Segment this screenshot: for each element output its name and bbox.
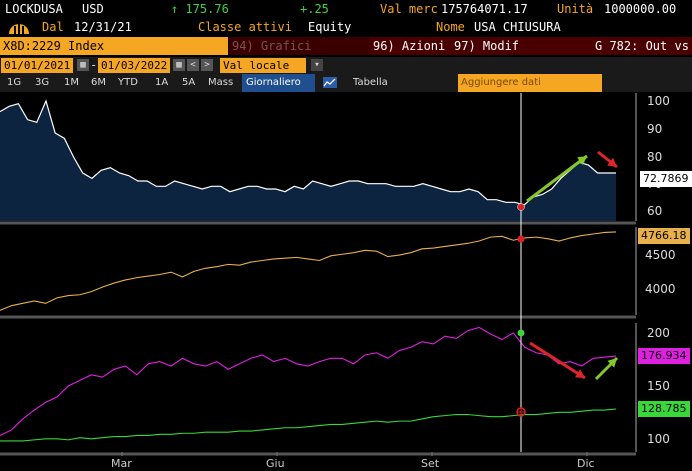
crosshair-marker <box>517 203 525 211</box>
timeframe-6m[interactable]: 6M <box>91 77 106 88</box>
line-chart-icon[interactable] <box>323 77 337 88</box>
calendar-icon[interactable]: ▦ <box>77 59 89 71</box>
timeframe-1a[interactable]: 1A <box>155 77 169 88</box>
date-label: Dal <box>42 20 64 34</box>
mkt-val-label: Val merc <box>380 2 438 16</box>
asset-class-label: Classe attivi <box>198 20 292 34</box>
last-value-tag: 72.7869 <box>640 171 692 187</box>
date-dash: - <box>90 58 98 72</box>
mid-series-line <box>0 231 617 311</box>
chevron-down-icon[interactable]: ▾ <box>311 59 323 71</box>
timeframe-ytd[interactable]: YTD <box>118 77 138 88</box>
header-row-1: LOCKDUSA USD ↑ 175.76 +.25 Val merc 1757… <box>0 0 692 18</box>
x-label: Set <box>421 457 440 470</box>
x-label: Dic <box>577 457 595 470</box>
table-button[interactable]: Tabella <box>353 77 388 88</box>
tick-label: 4500 <box>645 248 676 262</box>
tick-label: 100 <box>647 94 670 108</box>
modify-button[interactable]: 97) Modif <box>451 37 527 55</box>
start-date-input[interactable]: 01/01/2021 <box>1 58 73 73</box>
mkt-val: 175764071.17 <box>441 2 528 16</box>
tick-label: 90 <box>647 122 663 136</box>
timeframe-3g[interactable]: 3G <box>35 77 50 88</box>
top-series-line <box>0 99 616 206</box>
calendar-icon[interactable]: ▦ <box>173 59 185 71</box>
last-value-tag-magenta: 176.934 <box>638 348 690 364</box>
toolbar: X8D:2229 Index 94) Grafici suggeriti 96)… <box>0 37 692 71</box>
green-series-line <box>0 408 617 442</box>
green-arrow-up <box>526 154 588 203</box>
actions-button[interactable]: 96) Azioni <box>370 37 451 55</box>
date-bar: 01/01/2021 ▦ - 01/03/2022 ▦ < > Val loca… <box>0 57 692 74</box>
period-select[interactable]: Giornaliero <box>242 74 315 92</box>
as-of-date: 12/31/21 <box>74 20 132 34</box>
tick-label: 150 <box>647 379 670 393</box>
timeframe-1g[interactable]: 1G <box>7 77 22 88</box>
magenta-series-line <box>0 326 617 436</box>
red-arrow-down <box>529 341 586 380</box>
green-arrow-up <box>607 358 617 368</box>
tick-label: 60 <box>647 204 663 218</box>
add-data-button[interactable]: Aggiungere dati <box>458 74 602 92</box>
x-label: Giu <box>266 457 285 470</box>
price-change: +.25 <box>300 2 329 16</box>
green-arrow-up <box>577 156 587 166</box>
last-price: ↑ 175.76 <box>171 2 229 16</box>
bloomberg-logo-icon <box>6 19 32 35</box>
tick-label: 4000 <box>645 282 676 296</box>
asset-class: Equity <box>308 20 352 34</box>
index-field[interactable]: X8D:2229 Index <box>0 37 228 55</box>
timeframe-bar: 1G 3G 1M 6M YTD 1A 5A Mass Giornaliero T… <box>0 74 692 92</box>
last-value-tag: 4766.18 <box>638 228 690 244</box>
g-chart-title[interactable]: G 782: Out vs <box>527 37 692 55</box>
chevron-left-icon[interactable]: < <box>187 59 199 71</box>
red-arrow-down <box>575 369 585 378</box>
top-area-fill <box>0 101 616 221</box>
name-label: Nome <box>436 20 465 34</box>
portfolio-name: USA CHIUSURA <box>474 20 561 34</box>
unit-val: 1000000.00 <box>604 2 677 16</box>
x-label: Mar <box>111 457 132 470</box>
end-date-input[interactable]: 01/03/2022 <box>98 58 170 73</box>
timeframe-5a[interactable]: 5A <box>182 77 196 88</box>
tick-label: 100 <box>647 432 670 446</box>
tick-label: 200 <box>647 326 670 340</box>
header-row-2: Dal 12/31/21 Classe attivi Equity Nome U… <box>0 18 692 36</box>
crosshair-marker <box>517 235 525 243</box>
currency: USD <box>82 2 104 16</box>
last-value-tag-green: 128.785 <box>638 401 690 417</box>
crosshair-marker <box>517 329 525 337</box>
currency-mode-select[interactable]: Val locale <box>220 58 306 73</box>
unit-label: Unità <box>557 2 594 16</box>
timeframe-1m[interactable]: 1M <box>64 77 79 88</box>
chevron-right-icon[interactable]: > <box>201 59 213 71</box>
timeframe-max[interactable]: Mass <box>208 77 234 88</box>
ticker: LOCKDUSA <box>5 2 63 16</box>
tick-label: 80 <box>647 150 663 164</box>
red-arrow-down <box>607 157 617 167</box>
